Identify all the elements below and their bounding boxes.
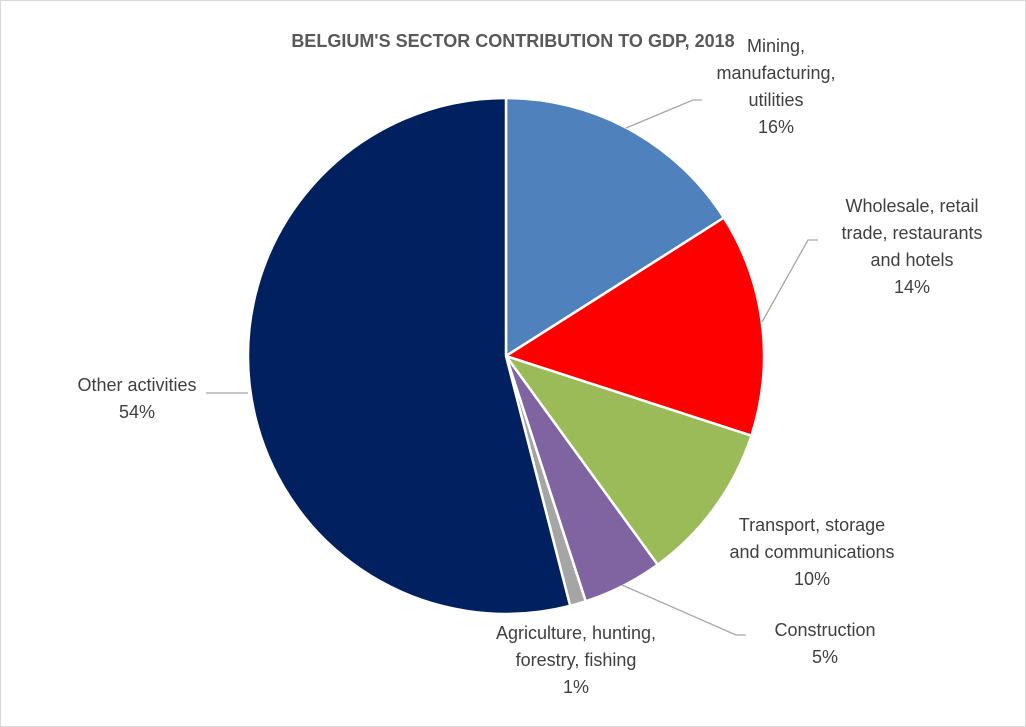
pie-slice: [246, 96, 572, 616]
slice-value: 54%: [118, 402, 156, 422]
slice-name: Transport, storage and communications: [729, 515, 895, 562]
pie-slice: [502, 353, 753, 567]
slice-value: 14%: [893, 277, 931, 297]
pie: [246, 96, 766, 616]
slice-value: 1%: [562, 677, 589, 697]
leader-line: [625, 99, 702, 129]
data-label: Construction 5%: [705, 617, 945, 671]
slice-name: Other activities: [77, 375, 197, 395]
slice-name: Mining, manufacturing, utilities: [716, 36, 836, 110]
pie-slice: [504, 96, 726, 359]
slice-name: Wholesale, retail trade, restaurants and…: [841, 196, 983, 270]
slice-name: Construction: [774, 620, 876, 640]
data-label: Agriculture, hunting, forestry, fishing 1…: [456, 620, 696, 701]
data-label: Other activities 54%: [17, 372, 257, 426]
slice-value: 5%: [811, 647, 838, 667]
slice-value: 10%: [793, 569, 831, 589]
slice-value: 16%: [757, 117, 795, 137]
leader-line: [621, 584, 746, 636]
slice-name: Agriculture, hunting, forestry, fishing: [495, 623, 657, 670]
chart-title: BELGIUM'S SECTOR CONTRIBUTION TO GDP, 20…: [291, 31, 735, 51]
data-label: Transport, storage and communications 10%: [692, 512, 932, 593]
pie-slice: [503, 216, 766, 438]
leader-lines: [206, 99, 818, 636]
data-label: Mining, manufacturing, utilities 16%: [656, 33, 896, 141]
data-label: Wholesale, retail trade, restaurants and…: [792, 193, 1026, 301]
leader-line: [761, 239, 818, 323]
